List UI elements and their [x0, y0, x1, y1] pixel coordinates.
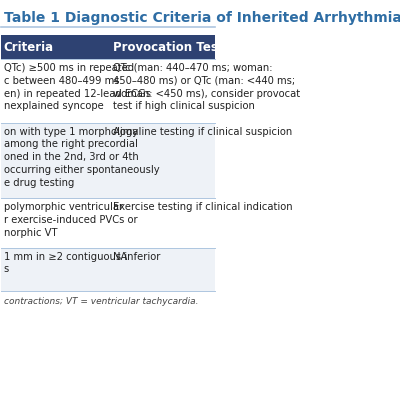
- Text: Ajmaline testing if clinical suspicion: Ajmaline testing if clinical suspicion: [113, 126, 292, 136]
- Text: contractions; VT = ventricular tachycardia.: contractions; VT = ventricular tachycard…: [4, 297, 198, 306]
- Bar: [1, 122, 215, 198]
- Bar: [1, 59, 215, 122]
- Text: Table 1 Diagnostic Criteria of Inherited Arrhythmia Syndromes: Table 1 Diagnostic Criteria of Inherited…: [4, 11, 400, 25]
- Text: Provocation Test Indications: Provocation Test Indications: [113, 40, 300, 54]
- Bar: [1, 35, 215, 59]
- Text: QTc (man: 440–470 ms; woman:
450–480 ms) or QTc (man: <440 ms;
woman: <450 ms), : QTc (man: 440–470 ms; woman: 450–480 ms)…: [113, 63, 300, 111]
- Text: QTc) ≥500 ms in repeated
c between 480–499 ms
en) in repeated 12-lead ECGs
nexpl: QTc) ≥500 ms in repeated c between 480–4…: [4, 63, 150, 111]
- Text: Exercise testing if clinical indication: Exercise testing if clinical indication: [113, 202, 292, 212]
- Bar: [1, 198, 215, 248]
- Bar: [1, 248, 215, 291]
- Text: Criteria: Criteria: [4, 40, 54, 54]
- Text: 1 mm in ≥2 contiguous inferior
s: 1 mm in ≥2 contiguous inferior s: [4, 252, 160, 274]
- Text: on with type 1 morphology
among the right precordial
oned in the 2nd, 3rd or 4th: on with type 1 morphology among the righ…: [4, 126, 159, 188]
- Text: NA: NA: [113, 252, 127, 262]
- Text: polymorphic ventricular
r exercise-induced PVCs or
norphic VT: polymorphic ventricular r exercise-induc…: [4, 202, 137, 238]
